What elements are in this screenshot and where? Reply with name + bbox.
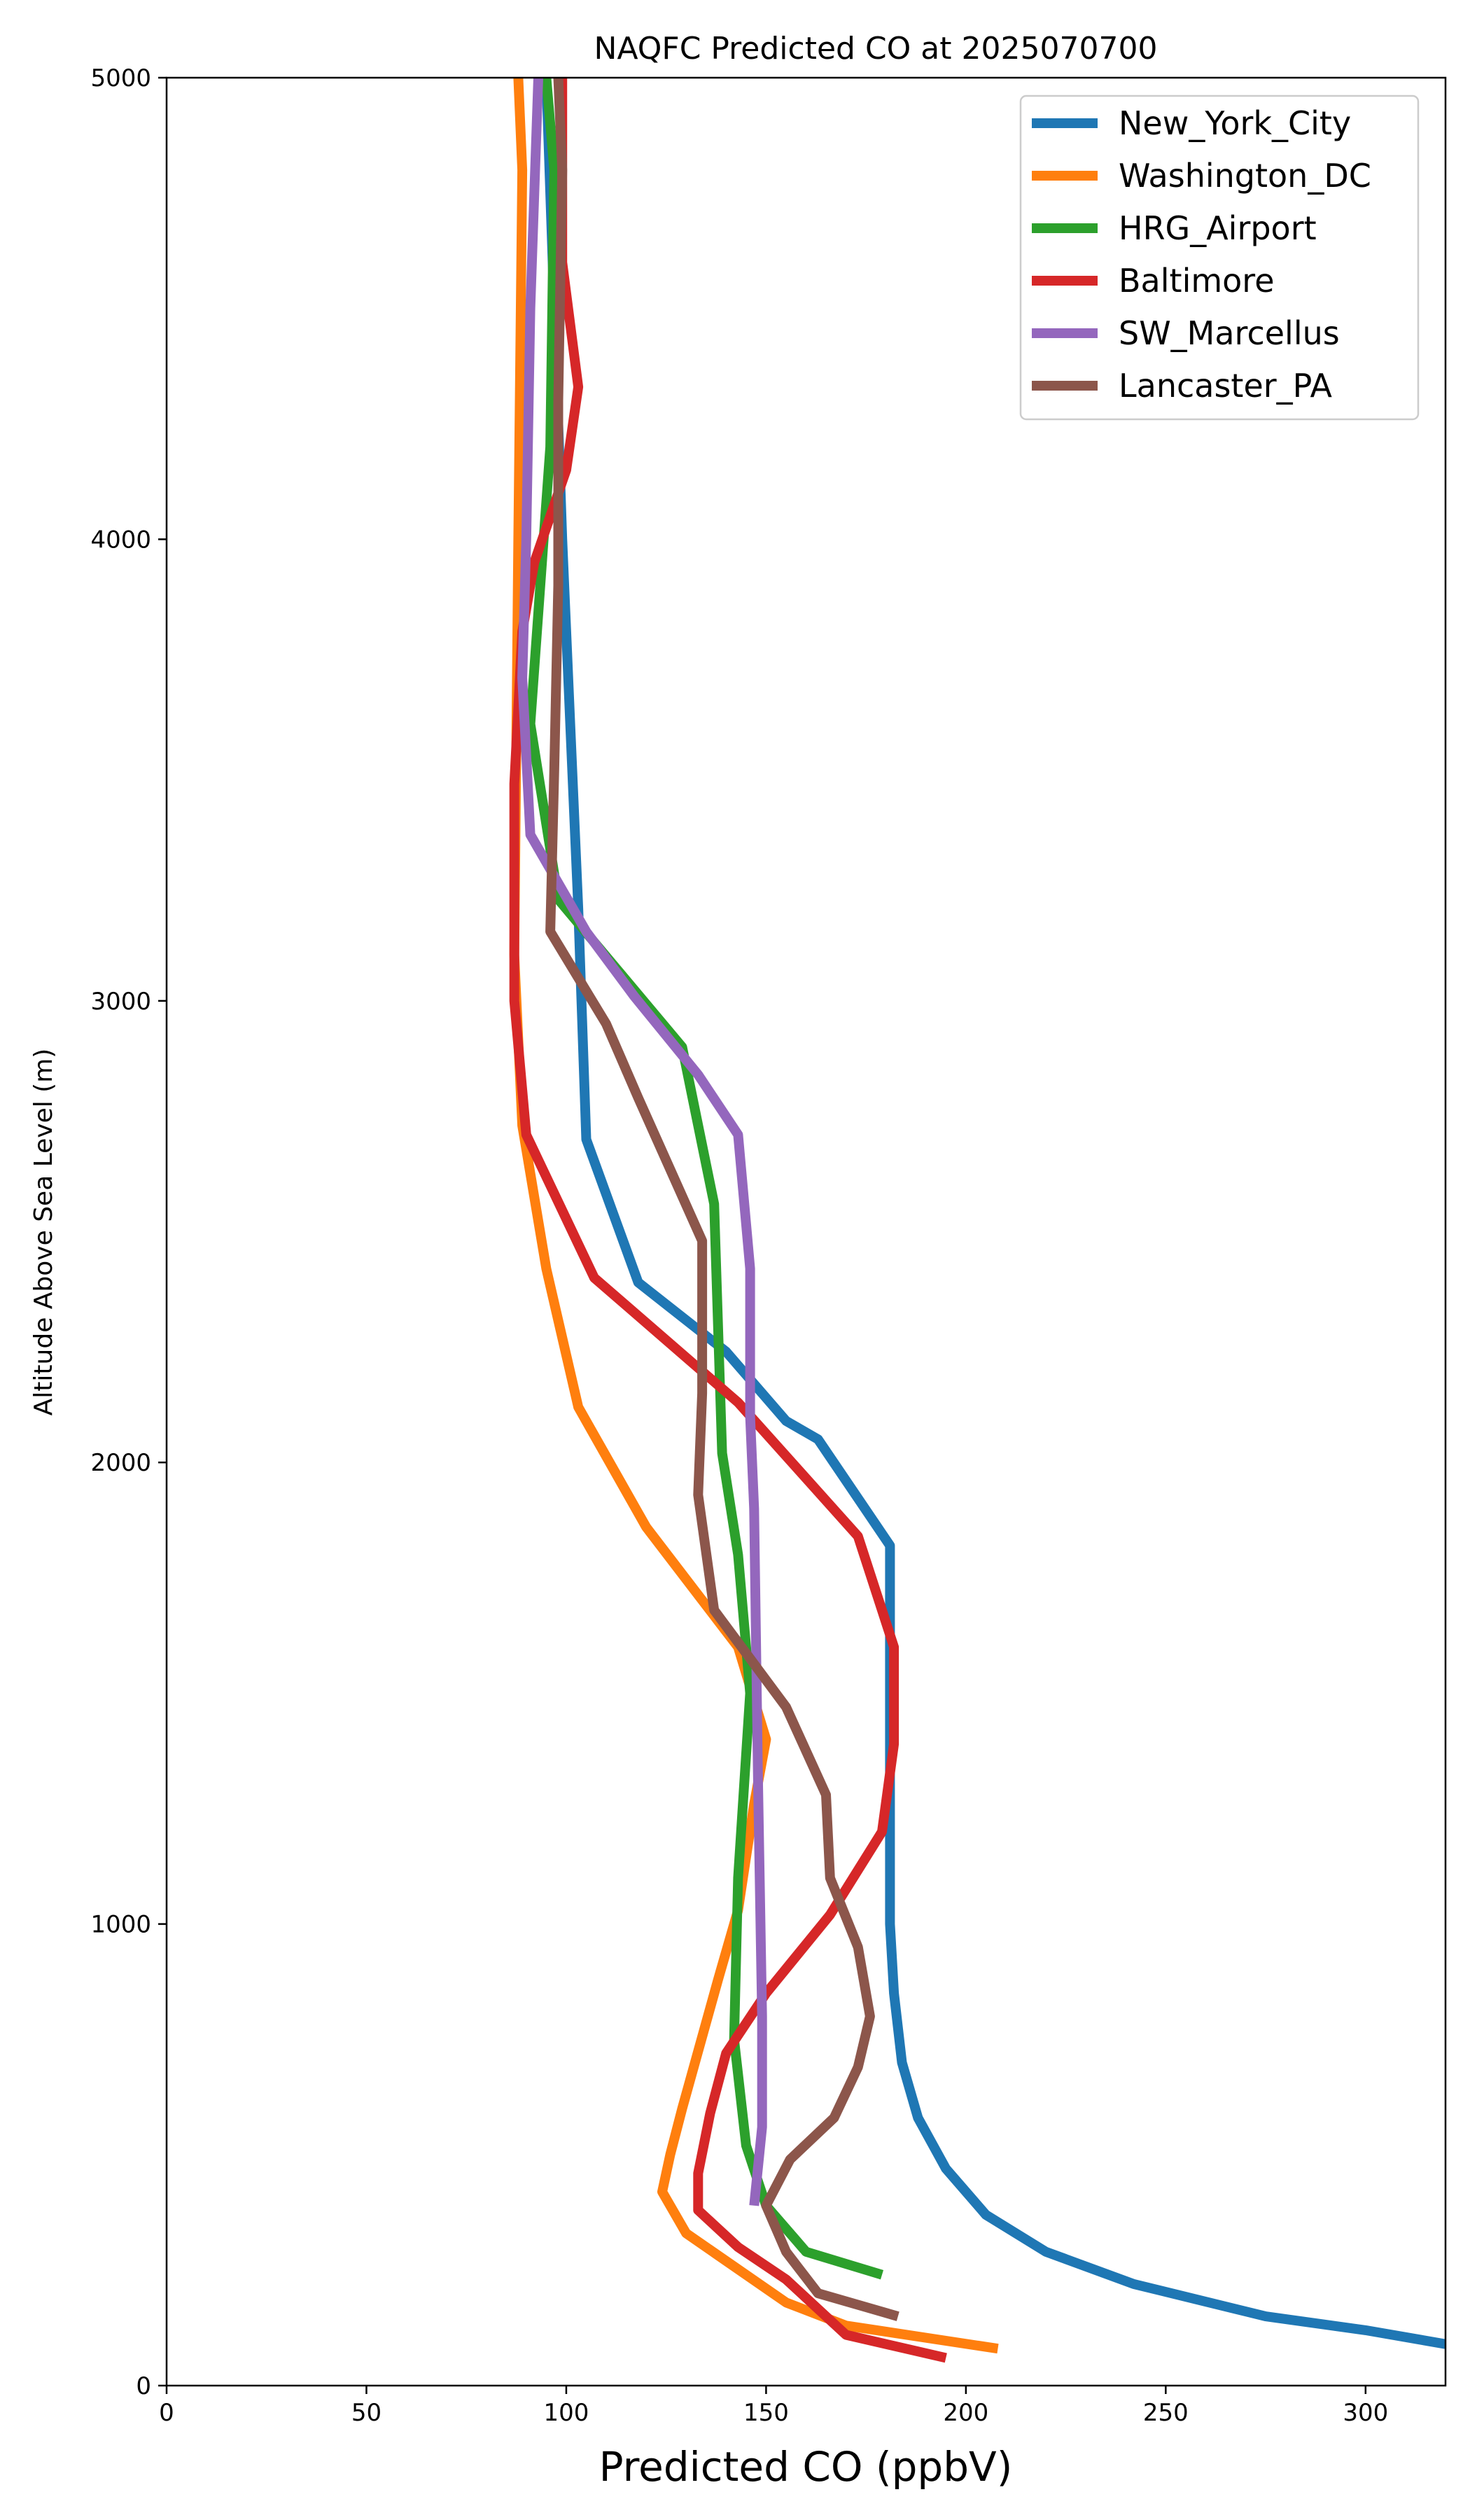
legend-label-0: New_York_City	[1119, 104, 1351, 142]
legend-entries: New_York_City Washington_DC HRG_Airport Bal…	[1032, 104, 1371, 405]
legend-label-2: HRG_Airport	[1119, 209, 1317, 247]
series-line-4	[517, 78, 767, 2206]
y-tick-label-0: 0	[136, 2372, 151, 2400]
x-axis-ticks: 0 50 100 150 200 250 300	[159, 2386, 1388, 2427]
legend-label-4: SW_Marcellus	[1119, 314, 1340, 352]
y-tick-label-1: 1000	[90, 1911, 151, 1939]
plot-lines	[509, 78, 1446, 2363]
chart-title: NAQFC Predicted CO at 2025070700	[594, 31, 1158, 66]
y-axis-ticks: 0 1000 2000 3000 4000 5000	[90, 64, 167, 2400]
x-tick-label-3: 150	[743, 2399, 789, 2427]
chart-legend: New_York_City Washington_DC HRG_Airport Bal…	[1019, 94, 1420, 421]
legend-label-5: Lancaster_PA	[1119, 367, 1332, 405]
x-tick-label-6: 300	[1343, 2399, 1388, 2427]
series-line-3	[509, 78, 947, 2363]
x-axis-label: Predicted CO (ppbV)	[599, 2443, 1013, 2491]
x-tick-label-0: 0	[159, 2399, 174, 2427]
x-tick-label-5: 250	[1143, 2399, 1189, 2427]
x-tick-label-2: 100	[543, 2399, 589, 2427]
y-axis-label: Altitude Above Sea Level (m)	[29, 1049, 58, 1416]
y-tick-label-4: 4000	[90, 526, 151, 554]
series-line-0	[541, 78, 1446, 2349]
legend-label-1: Washington_DC	[1119, 157, 1371, 195]
y-tick-label-3: 3000	[90, 988, 151, 1016]
series-line-5	[545, 78, 899, 2321]
y-tick-label-2: 2000	[90, 1449, 151, 1477]
legend-frame	[1019, 94, 1420, 421]
plot-frame	[165, 76, 1447, 2387]
x-tick-label-1: 50	[351, 2399, 382, 2427]
y-tick-label-5: 5000	[90, 64, 151, 92]
legend-label-3: Baltimore	[1119, 262, 1275, 300]
x-tick-label-4: 200	[943, 2399, 988, 2427]
